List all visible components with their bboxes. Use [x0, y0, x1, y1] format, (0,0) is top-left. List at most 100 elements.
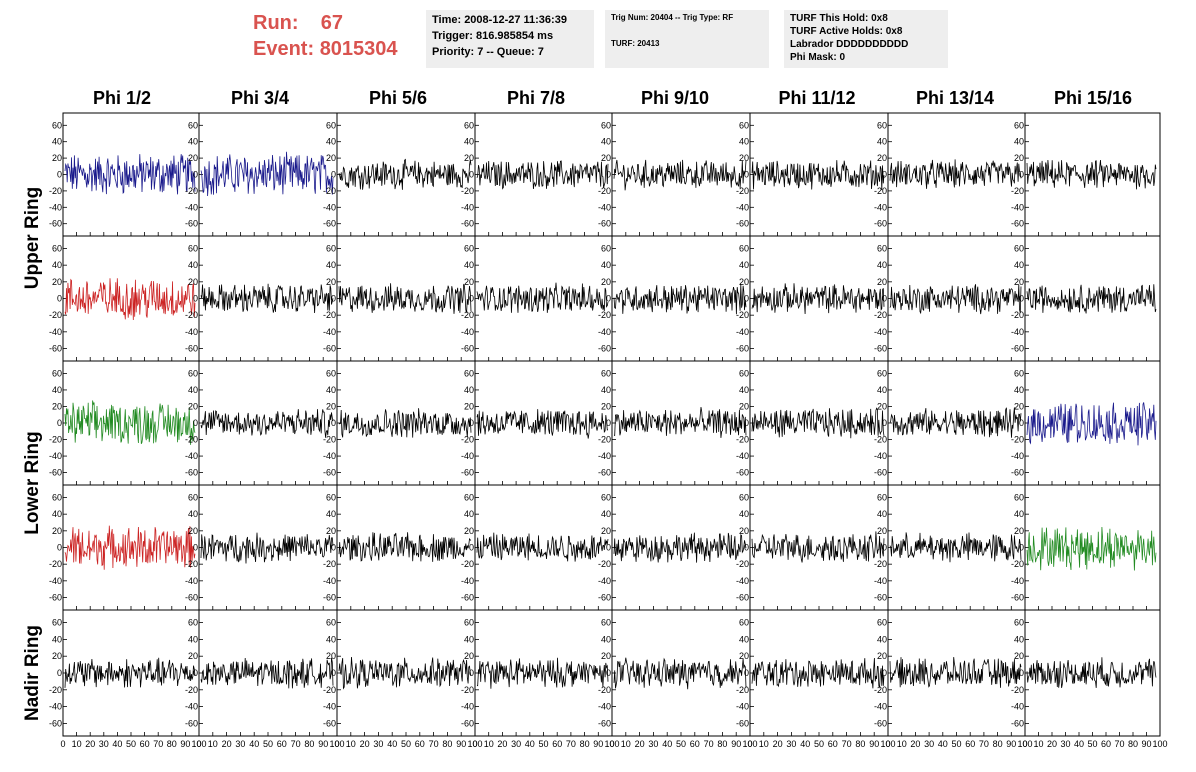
y-tick-label: 20	[326, 153, 336, 163]
y-tick-label: 0	[331, 170, 336, 180]
y-tick-label: -60	[323, 219, 336, 229]
x-tick-label: 10	[1033, 739, 1043, 749]
phi-mask-text: Phi Mask: 0	[790, 52, 846, 63]
y-tick-label: -20	[736, 186, 749, 196]
run-label: Run:	[253, 12, 299, 34]
y-tick-label: -20	[461, 186, 474, 196]
y-tick-label: 20	[1014, 401, 1024, 411]
x-tick-label: 80	[993, 739, 1003, 749]
y-tick-label: -40	[185, 327, 198, 337]
x-tick-label: 80	[442, 739, 452, 749]
x-tick-label: 40	[387, 739, 397, 749]
y-tick-label: -60	[461, 219, 474, 229]
y-tick-label: 60	[601, 244, 611, 254]
y-tick-label: -60	[736, 219, 749, 229]
event-value: 8015304	[319, 38, 398, 60]
x-tick-label: 100	[329, 739, 344, 749]
y-tick-label: -20	[874, 310, 887, 320]
x-tick-label: 80	[717, 739, 727, 749]
y-tick-label: 40	[464, 137, 474, 147]
y-tick-label: 0	[193, 418, 198, 428]
y-tick-label: -20	[598, 559, 611, 569]
y-tick-label: 20	[601, 526, 611, 536]
column-header-phi-1-2: Phi 1/2	[92, 88, 152, 108]
y-tick-label: 40	[52, 385, 62, 395]
y-tick-label: -60	[874, 468, 887, 478]
event-label: Event:	[253, 38, 315, 60]
x-tick-label: 50	[126, 739, 136, 749]
waveform-trace	[338, 283, 472, 314]
y-tick-label: -40	[1011, 576, 1024, 586]
y-tick-label: 40	[739, 137, 749, 147]
y-tick-label: 20	[739, 526, 749, 536]
y-tick-label: 20	[601, 153, 611, 163]
x-tick-label: 80	[580, 739, 590, 749]
y-tick-label: 60	[877, 368, 887, 378]
y-tick-label: 60	[464, 244, 474, 254]
y-tick-label: 20	[877, 651, 887, 661]
y-tick-label: 40	[1014, 260, 1024, 270]
y-tick-label: 20	[326, 277, 336, 287]
x-tick-label: 50	[951, 739, 961, 749]
waveform-trace	[64, 278, 196, 321]
x-tick-label: 40	[249, 739, 259, 749]
y-tick-label: 60	[464, 493, 474, 503]
x-tick-label: 50	[401, 739, 411, 749]
waveform-trace	[613, 406, 747, 438]
y-tick-label: 40	[877, 634, 887, 644]
waveform-trace	[338, 656, 472, 690]
waveform-trace	[476, 409, 609, 439]
y-tick-label: 60	[326, 244, 336, 254]
y-tick-label: 40	[877, 137, 887, 147]
y-tick-label: -60	[874, 219, 887, 229]
y-tick-label: -20	[598, 435, 611, 445]
waveform-trace	[338, 532, 472, 562]
x-tick-label: 60	[415, 739, 425, 749]
y-tick-label: -60	[736, 344, 749, 354]
x-tick-label: 30	[786, 739, 796, 749]
x-tick-label: 30	[924, 739, 934, 749]
y-tick-label: 60	[601, 368, 611, 378]
y-tick-label: 0	[606, 668, 611, 678]
waveform-trace	[889, 284, 1022, 315]
y-tick-label: 0	[193, 543, 198, 553]
waveform-trace	[1026, 159, 1157, 190]
y-tick-label: 40	[739, 509, 749, 519]
y-tick-label: -60	[598, 344, 611, 354]
x-tick-label: 30	[99, 739, 109, 749]
y-tick-label: 0	[469, 543, 474, 553]
x-tick-label: 70	[842, 739, 852, 749]
x-tick-label: 50	[263, 739, 273, 749]
x-tick-label: 10	[897, 739, 907, 749]
y-tick-label: 60	[326, 493, 336, 503]
turf-info-box: TURF This Hold: 0x8 TURF Active Holds: 0…	[784, 10, 948, 68]
y-tick-label: -40	[736, 702, 749, 712]
y-tick-label: -60	[461, 344, 474, 354]
x-tick-label: 90	[456, 739, 466, 749]
y-tick-label: 40	[326, 260, 336, 270]
y-tick-label: 20	[877, 153, 887, 163]
column-header-phi-7-8: Phi 7/8	[506, 88, 566, 108]
y-tick-label: -40	[1011, 451, 1024, 461]
y-tick-label: 40	[464, 260, 474, 270]
y-tick-label: 60	[188, 618, 198, 628]
y-tick-label: -20	[49, 559, 62, 569]
y-tick-label: -20	[461, 435, 474, 445]
turf-hold-text: TURF This Hold: 0x8	[790, 13, 888, 24]
y-tick-label: 0	[1019, 543, 1024, 553]
y-tick-label: 20	[464, 277, 474, 287]
y-tick-label: 40	[326, 509, 336, 519]
y-tick-label: -60	[323, 468, 336, 478]
y-tick-label: -40	[185, 202, 198, 212]
y-tick-label: 60	[326, 618, 336, 628]
y-tick-label: 60	[1014, 120, 1024, 130]
waveform-trace	[1026, 402, 1157, 446]
x-tick-label: 0	[196, 739, 201, 749]
y-tick-label: -60	[185, 718, 198, 728]
y-tick-label: 60	[601, 493, 611, 503]
y-tick-label: 40	[188, 260, 198, 270]
x-tick-label: 60	[277, 739, 287, 749]
y-tick-label: -20	[323, 559, 336, 569]
x-tick-label: 70	[979, 739, 989, 749]
y-tick-label: -20	[736, 310, 749, 320]
